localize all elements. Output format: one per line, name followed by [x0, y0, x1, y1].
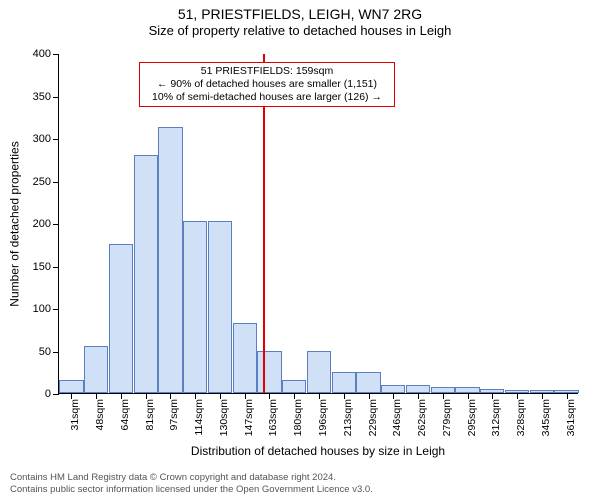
x-tick-label: 130sqm [218, 399, 230, 436]
x-tick-label: 31sqm [69, 399, 81, 431]
histogram-bar [59, 380, 83, 393]
page-title: 51, PRIESTFIELDS, LEIGH, WN7 2RG [0, 0, 600, 22]
y-tick-label: 150 [33, 261, 51, 273]
y-tick [53, 139, 59, 140]
y-tick [53, 267, 59, 268]
histogram-bar [282, 380, 306, 393]
histogram-bar [257, 351, 281, 394]
y-tick [53, 54, 59, 55]
x-tick-label: 180sqm [292, 399, 304, 436]
y-tick [53, 182, 59, 183]
y-tick-label: 0 [45, 388, 51, 400]
y-tick-label: 200 [33, 218, 51, 230]
annotation-line: 51 PRIESTFIELDS: 159sqm [144, 65, 390, 78]
y-tick-label: 350 [33, 91, 51, 103]
footer-line-2: Contains public sector information licen… [10, 484, 590, 496]
annotation-line: 10% of semi-detached houses are larger (… [144, 91, 390, 104]
x-tick-label: 312sqm [490, 399, 502, 436]
histogram-bar [307, 351, 331, 394]
x-tick-label: 97sqm [168, 399, 180, 431]
y-tick [53, 394, 59, 395]
y-tick-label: 400 [33, 48, 51, 60]
histogram-bar [208, 221, 232, 393]
y-tick [53, 224, 59, 225]
x-tick-label: 262sqm [416, 399, 428, 436]
x-tick-label: 48sqm [94, 399, 106, 431]
x-tick-label: 328sqm [515, 399, 527, 436]
x-tick-label: 279sqm [441, 399, 453, 436]
y-axis-label: Number of detached properties [8, 54, 22, 394]
histogram-bar [183, 221, 207, 393]
y-tick-label: 300 [33, 133, 51, 145]
y-tick [53, 309, 59, 310]
x-axis-label: Distribution of detached houses by size … [58, 444, 578, 458]
histogram-bar [84, 346, 108, 393]
x-tick-label: 246sqm [391, 399, 403, 436]
histogram-bar [356, 372, 380, 393]
annotation-line: ← 90% of detached houses are smaller (1,… [144, 78, 390, 91]
histogram-bar [109, 244, 133, 393]
histogram-bar [158, 127, 182, 393]
x-tick-label: 196sqm [317, 399, 329, 436]
x-tick-label: 81sqm [144, 399, 156, 431]
histogram-bar [381, 385, 405, 394]
histogram-bar [134, 155, 158, 393]
chart-subtitle: Size of property relative to detached ho… [0, 22, 600, 38]
x-tick-label: 147sqm [243, 399, 255, 436]
x-tick-label: 345sqm [540, 399, 552, 436]
y-tick-label: 100 [33, 303, 51, 315]
x-tick-label: 361sqm [565, 399, 577, 436]
x-tick-label: 229sqm [367, 399, 379, 436]
x-tick-label: 213sqm [342, 399, 354, 436]
x-tick-label: 64sqm [119, 399, 131, 431]
copyright-footer: Contains HM Land Registry data © Crown c… [10, 472, 590, 496]
histogram-bar [332, 372, 356, 393]
y-tick-label: 50 [39, 346, 51, 358]
annotation-box: 51 PRIESTFIELDS: 159sqm← 90% of detached… [139, 62, 395, 107]
histogram-bar [233, 323, 257, 393]
x-tick-label: 163sqm [267, 399, 279, 436]
x-tick-label: 295sqm [466, 399, 478, 436]
x-tick-label: 114sqm [193, 399, 205, 436]
histogram-bar [406, 385, 430, 394]
y-tick-label: 250 [33, 176, 51, 188]
chart-plot-area: 05010015020025030035040031sqm48sqm64sqm8… [58, 54, 578, 394]
y-tick [53, 352, 59, 353]
footer-line-1: Contains HM Land Registry data © Crown c… [10, 472, 590, 484]
y-tick [53, 97, 59, 98]
